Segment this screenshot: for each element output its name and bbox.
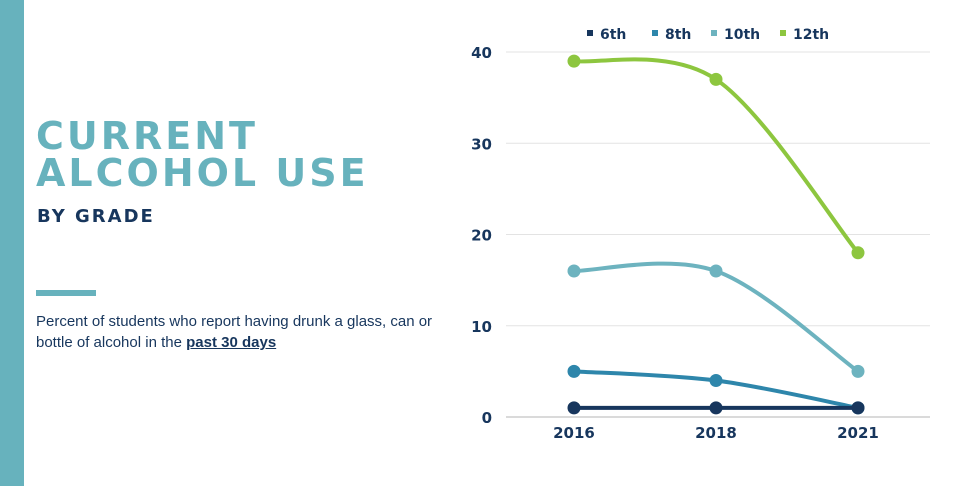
- side-accent-bar: [0, 0, 24, 486]
- data-point-10th-2018: [709, 264, 723, 278]
- data-point-8th-2016: [567, 364, 581, 378]
- data-point-10th-2016: [567, 264, 581, 278]
- legend-marker-8th: [652, 30, 658, 36]
- y-tick-label: 20: [471, 227, 492, 245]
- description-text: Percent of students who report having dr…: [36, 313, 433, 351]
- data-point-12th-2016: [567, 54, 581, 68]
- chart-description: Percent of students who report having dr…: [36, 311, 456, 353]
- accent-divider: [36, 290, 96, 296]
- data-point-12th-2021: [851, 246, 865, 260]
- y-tick-label: 0: [482, 409, 492, 427]
- data-point-12th-2018: [709, 72, 723, 86]
- data-point-8th-2018: [709, 374, 723, 387]
- series-line-12th: [572, 57, 860, 255]
- x-tick-label: 2016: [553, 424, 595, 442]
- x-tick-label: 2018: [695, 424, 737, 442]
- x-tick-label: 2021: [837, 424, 879, 442]
- legend-label-6th: 6th: [600, 27, 626, 43]
- title-line-1: CURRENT: [36, 114, 258, 158]
- y-tick-label: 10: [471, 318, 492, 336]
- legend-label-10th: 10th: [724, 27, 760, 43]
- y-tick-label: 40: [471, 44, 492, 62]
- page-title: CURRENT ALCOHOL USE: [36, 117, 369, 195]
- description-emphasis: past 30 days: [186, 334, 277, 351]
- legend-marker-10th: [711, 30, 717, 36]
- data-point-6th-2018: [709, 401, 723, 415]
- legend-marker-12th: [780, 30, 786, 36]
- page-subtitle: BY GRADE: [37, 206, 155, 227]
- series-line-10th: [572, 261, 860, 374]
- legend-marker-6th: [587, 30, 593, 36]
- data-point-6th-2016: [567, 401, 581, 415]
- legend-label-12th: 12th: [793, 27, 829, 43]
- data-point-6th-2021: [851, 401, 865, 415]
- y-tick-label: 30: [471, 135, 492, 153]
- legend-label-8th: 8th: [665, 27, 691, 43]
- title-line-2: ALCOHOL USE: [36, 151, 369, 195]
- data-point-10th-2021: [851, 364, 865, 378]
